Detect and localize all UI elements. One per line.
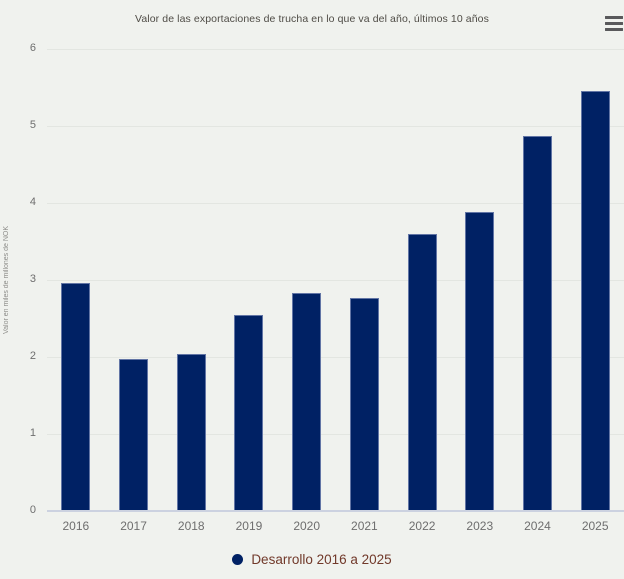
- x-axis-line: [47, 510, 624, 512]
- bar-2016[interactable]: [61, 283, 91, 511]
- y-tick-label: 0: [29, 504, 36, 516]
- y-tick-label: 2: [29, 350, 36, 362]
- bar-2017[interactable]: [119, 359, 149, 511]
- gridline: [47, 280, 624, 281]
- bar-column: [220, 49, 278, 511]
- y-tick-label: 3: [29, 273, 36, 285]
- legend-circle-icon: [232, 554, 244, 565]
- gridline: [47, 356, 624, 358]
- x-tick-label-2021: 2021: [351, 519, 378, 533]
- hamburger-bar: [605, 28, 623, 31]
- plot-area: [47, 49, 624, 512]
- legend-label: Desarrollo 2016 a 2025: [251, 552, 392, 567]
- bar-2024[interactable]: [522, 136, 552, 511]
- gridline: [47, 125, 624, 127]
- x-tick-label-2017: 2017: [120, 519, 147, 533]
- x-tick-label-2024: 2024: [524, 519, 551, 533]
- bar-2021[interactable]: [349, 298, 379, 511]
- x-tick-label-2025: 2025: [581, 519, 609, 533]
- bar-column: [566, 49, 624, 511]
- bar-column: [162, 49, 220, 511]
- x-tick-label-2016: 2016: [62, 519, 90, 533]
- bar-column: [105, 49, 163, 511]
- x-tick-label-2018: 2018: [177, 519, 205, 533]
- gridline: [47, 49, 624, 50]
- hamburger-bar: [605, 16, 623, 19]
- bar-column: [451, 49, 509, 511]
- bar-2022[interactable]: [407, 233, 437, 511]
- y-tick-label: 4: [29, 196, 36, 208]
- bar-2025[interactable]: [580, 91, 610, 511]
- x-tick-label-2019: 2019: [235, 519, 263, 533]
- x-axis-tick-labels: 2016 2017 2018 2019 2020 2021 2022 2023 2024 2025: [47, 519, 624, 533]
- y-tick-label: 5: [29, 119, 36, 131]
- bar-column: [393, 49, 451, 511]
- bar-column: [336, 49, 394, 511]
- gridline: [47, 202, 624, 204]
- bar-column: [47, 49, 105, 511]
- x-tick-label-2020: 2020: [293, 519, 321, 533]
- gridline: [47, 434, 624, 435]
- chart-title: Valor de las exportaciones de trucha en …: [135, 13, 489, 25]
- legend-item[interactable]: Desarrollo 2016 a 2025: [0, 552, 624, 567]
- y-tick-label: 6: [29, 42, 36, 54]
- bar-column: [278, 49, 336, 511]
- bar-2018[interactable]: [176, 353, 206, 511]
- bar-2019[interactable]: [234, 314, 264, 511]
- x-tick-label-2023: 2023: [466, 519, 494, 533]
- bar-2020[interactable]: [292, 293, 322, 511]
- x-tick-label-2022: 2022: [408, 519, 436, 533]
- bar-series: [47, 49, 624, 511]
- hamburger-menu-icon[interactable]: [605, 16, 623, 31]
- bar-column: [509, 49, 567, 511]
- hamburger-bar: [605, 22, 623, 25]
- y-tick-label: 1: [29, 427, 36, 439]
- bar-2023[interactable]: [465, 212, 495, 511]
